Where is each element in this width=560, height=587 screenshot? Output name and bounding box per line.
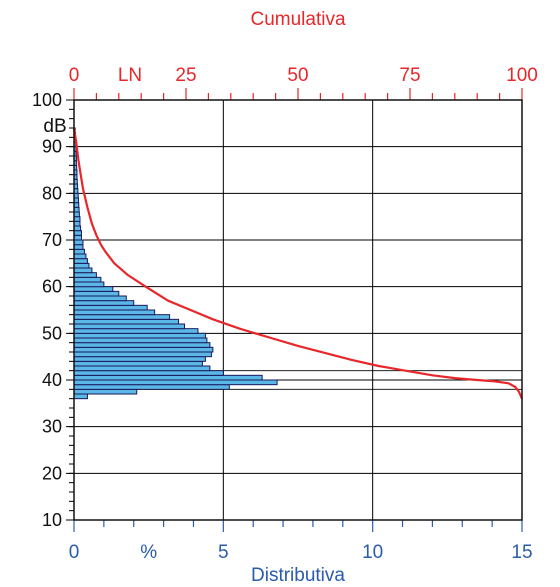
bar-61db	[73, 276, 102, 283]
tick-labels: 10 20 30 40 50 60 70 80 90 100 0% 5 10 15 0 LN 25 50 75 100	[32, 65, 538, 563]
bar-66db	[73, 253, 87, 260]
bar-36db	[73, 393, 88, 400]
x-bottom-tick-label-15: 15	[511, 542, 532, 563]
y-tick-label-90: 90	[42, 137, 62, 157]
y-axis-label: dB	[43, 116, 66, 137]
bar-63db	[73, 267, 93, 274]
bar-46db	[73, 346, 214, 353]
y-tick-label-100: 100	[32, 90, 62, 110]
x-top-tick-label-75: 75	[399, 65, 420, 86]
bar-49db	[73, 332, 206, 339]
bar-75db	[73, 211, 80, 218]
bar-73db	[73, 220, 81, 227]
chart-title: Cumulativa	[250, 9, 345, 30]
x-axis-label: Distributiva	[251, 565, 345, 586]
bar-67db	[73, 248, 85, 255]
bar-57db	[73, 295, 127, 302]
y-tick-label-50: 50	[42, 323, 62, 343]
bar-47db	[73, 342, 211, 348]
bar-65db	[73, 258, 88, 264]
bar-42db	[73, 365, 211, 372]
y-tick-label-30: 30	[42, 417, 62, 437]
bar-50db	[73, 328, 199, 334]
y-tick-label-80: 80	[42, 183, 62, 203]
distribution-bars	[73, 127, 278, 400]
bar-69db	[73, 239, 84, 246]
x-top-tick-label-50: 50	[287, 65, 308, 86]
x-top-tick-label-ln: LN	[118, 65, 142, 86]
bar-52db	[73, 318, 180, 325]
y-tick-label-20: 20	[42, 463, 62, 483]
plot-frame	[73, 99, 523, 521]
axis-ticks	[69, 88, 523, 532]
x-top-tick-label-0: 0	[69, 65, 80, 86]
bar-51db	[73, 323, 186, 330]
bar-37db	[73, 388, 138, 395]
x-bottom-tick-label-0: 0	[69, 542, 80, 563]
bar-71db	[73, 230, 82, 236]
bar-45db	[73, 351, 212, 358]
x-bottom-tick-label-5: 5	[218, 542, 229, 563]
bar-48db	[73, 337, 208, 344]
x-bottom-tick-label-10: 10	[362, 542, 383, 563]
bar-55db	[73, 304, 148, 311]
bar-44db	[73, 356, 206, 362]
bar-56db	[73, 300, 135, 306]
bar-68db	[73, 244, 84, 250]
bar-76db	[73, 206, 80, 213]
bar-39db	[73, 379, 278, 386]
bar-58db	[73, 290, 120, 297]
y-tick-label-60: 60	[42, 277, 62, 297]
bar-62db	[73, 272, 97, 278]
cumulative-line	[72, 127, 524, 400]
bar-59db	[73, 286, 114, 292]
x-top-tick-label-25: 25	[175, 65, 196, 86]
bar-53db	[73, 314, 171, 320]
bar-54db	[73, 309, 156, 316]
bar-64db	[73, 262, 90, 269]
bar-43db	[73, 360, 203, 367]
bar-40db	[73, 374, 263, 381]
bar-38db	[73, 384, 230, 390]
x-bottom-tick-label-percent: %	[140, 542, 157, 563]
bar-74db	[73, 216, 81, 222]
bar-72db	[73, 225, 82, 232]
y-tick-label-10: 10	[42, 510, 62, 530]
bar-60db	[73, 281, 105, 288]
x-top-tick-label-100: 100	[506, 65, 538, 86]
bar-41db	[73, 370, 224, 376]
y-tick-label-70: 70	[42, 230, 62, 250]
y-tick-label-40: 40	[42, 370, 62, 390]
bar-70db	[73, 234, 82, 241]
cumulative-curve	[72, 127, 524, 400]
